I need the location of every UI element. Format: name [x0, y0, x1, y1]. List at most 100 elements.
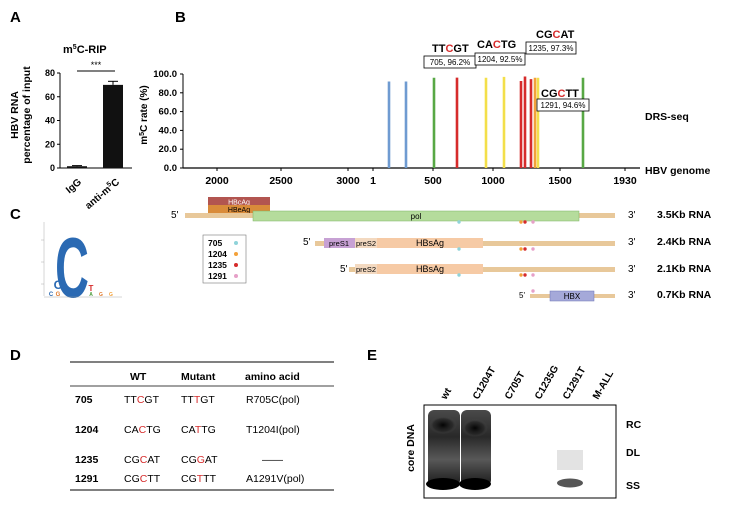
lane-label: C1204T — [471, 365, 498, 401]
rna-label-0-7kb: 0.7Kb RNA — [657, 289, 712, 301]
annotation-1291: CGCTT 1291, 94.6% — [536, 88, 590, 112]
svg-text:C: C — [54, 278, 63, 292]
pres1-box — [324, 238, 355, 248]
motif-1291: CGCTT — [541, 88, 579, 100]
panel-a-ylabel-1: HBV RNA — [9, 91, 21, 139]
panel-d: D WT Mutant amino acid 705 TTCGT TTTGT R705… — [10, 347, 334, 491]
pres2-box-2 — [355, 264, 377, 274]
col-amino-acid: amino acid — [245, 371, 300, 383]
a-category: IgG — [64, 177, 84, 196]
panel-d-letter: D — [10, 347, 21, 364]
motif-1204: CACTG — [477, 39, 516, 51]
svg-text:HBsAg: HBsAg — [416, 264, 444, 274]
panel-a-significance: *** — [91, 60, 102, 70]
legend-label: 1291 — [208, 271, 227, 281]
a-tick-label: 20 — [45, 139, 55, 149]
row-mutant: TTTGT — [181, 394, 215, 406]
rna-label-2-4kb: 2.4Kb RNA — [657, 236, 712, 248]
row-wt: CGCAT — [124, 454, 161, 466]
annotation-1235: CGCAT 1235, 97.3% — [525, 29, 577, 55]
hbcag-box — [208, 197, 270, 206]
southern-blot — [423, 404, 617, 499]
genome-tick-label: 1930 — [613, 175, 637, 187]
svg-text:C: C — [49, 292, 54, 298]
svg-text:G: G — [56, 292, 61, 298]
panel-a-title: m5C-RIP — [63, 44, 107, 56]
svg-text:5': 5' — [340, 264, 348, 275]
svg-text:5': 5' — [519, 291, 525, 300]
svg-text:5': 5' — [171, 210, 179, 221]
legend-label: 1235 — [208, 260, 227, 270]
row-position: 705 — [75, 394, 93, 406]
a-tick-label: 40 — [45, 116, 55, 126]
a-tick-label: 80 — [45, 68, 55, 78]
panel-b-genome-label: HBV genome — [645, 165, 711, 177]
svg-text:preS2: preS2 — [356, 265, 376, 274]
col-wt: WT — [130, 371, 147, 383]
b-tick-label: 100.0 — [153, 69, 177, 80]
a-tick-label: 0 — [50, 163, 55, 173]
svg-text:HBeAg: HBeAg — [228, 207, 250, 214]
panel-a-categories: IgG anti-m5C — [64, 177, 122, 212]
annotation-1204: CACTG 1204, 92.5% — [474, 39, 526, 66]
row-position: 1235 — [75, 454, 99, 466]
panel-e-ylabel: core DNA — [405, 424, 417, 472]
svg-text:preS2: preS2 — [356, 239, 376, 248]
panel-b: B m5C rate (%) 0.020.040.060.080.0100.0 … — [139, 9, 712, 302]
svg-text:A: A — [89, 292, 93, 298]
row-position: 1291 — [75, 473, 99, 485]
svg-text:preS1: preS1 — [329, 239, 349, 248]
rna-label-2-1kb: 2.1Kb RNA — [657, 263, 712, 275]
svg-text:G: G — [99, 292, 103, 298]
svg-text:5': 5' — [303, 237, 311, 248]
genome-tick-label: 1 — [370, 175, 376, 187]
panel-a-bars — [67, 80, 123, 168]
svg-text:HBcAg: HBcAg — [228, 200, 250, 207]
band-labels: RC DL SS — [626, 419, 642, 492]
genome-tick-label: 3000 — [336, 175, 360, 187]
lane-label: C705T — [503, 370, 528, 401]
panel-b-genome-ticks: 2000 2500 3000 1 500 1000 1500 1930 — [205, 168, 637, 187]
legend-label: 705 — [208, 238, 222, 248]
transcript-2-4kb: 5' preS1 preS2 HBsAg 3' 2.4Kb RNA — [303, 236, 712, 251]
transcript-2-1kb: 5' preS2 HBsAg 3' 2.1Kb RNA — [340, 263, 712, 277]
legend-label: 1204 — [208, 249, 227, 259]
band-label: DL — [626, 447, 641, 459]
rna-label-3-5kb: 3.5Kb RNA — [657, 209, 712, 221]
box-1291: 1291, 94.6% — [541, 101, 586, 110]
svg-text:HBsAg: HBsAg — [416, 238, 444, 248]
b-tick-label: 20.0 — [159, 144, 178, 155]
row-position: 1204 — [75, 424, 99, 436]
row-wt: CGCTT — [124, 473, 161, 485]
motif-705: TTCGT — [432, 43, 469, 55]
svg-text:HBX: HBX — [564, 292, 581, 301]
genome-tick-label: 2500 — [269, 175, 293, 187]
row-mutant: CGTTT — [181, 473, 217, 485]
hbsag-box-1 — [377, 238, 483, 248]
pol-box — [252, 210, 580, 222]
lane-label: C1235G — [533, 364, 561, 402]
row-wt: TTCGT — [124, 394, 160, 406]
table-row: 1204 CACTG CATTG T1204I(pol) — [75, 424, 300, 436]
table-row: 1235 CGCAT CGGAT —— — [75, 454, 284, 466]
row-amino-acid: —— — [262, 454, 284, 466]
legend-dot — [234, 241, 238, 245]
panel-a: A m5C-RIP HBV RNA percentage of input 0 2… — [9, 9, 132, 212]
genome-tick-label: 2000 — [205, 175, 229, 187]
panel-b-sites — [387, 76, 585, 168]
row-amino-acid: A1291V(pol) — [246, 473, 304, 485]
legend-dot — [234, 263, 238, 267]
b-tick-label: 80.0 — [159, 88, 178, 99]
a-tick-label: 60 — [45, 92, 55, 102]
band-label: SS — [626, 480, 640, 492]
genome-tick-label: 500 — [424, 175, 442, 187]
svg-text:C: C — [55, 220, 89, 315]
motif-1235: CGCAT — [536, 29, 575, 41]
hbx-box — [549, 290, 595, 302]
table-row: 1291 CGCTT CGTTT A1291V(pol) — [75, 473, 304, 485]
svg-text:T: T — [89, 284, 94, 293]
panel-a-letter: A — [10, 9, 21, 26]
box-1235: 1235, 97.3% — [529, 44, 574, 53]
svg-text:3': 3' — [628, 237, 636, 248]
